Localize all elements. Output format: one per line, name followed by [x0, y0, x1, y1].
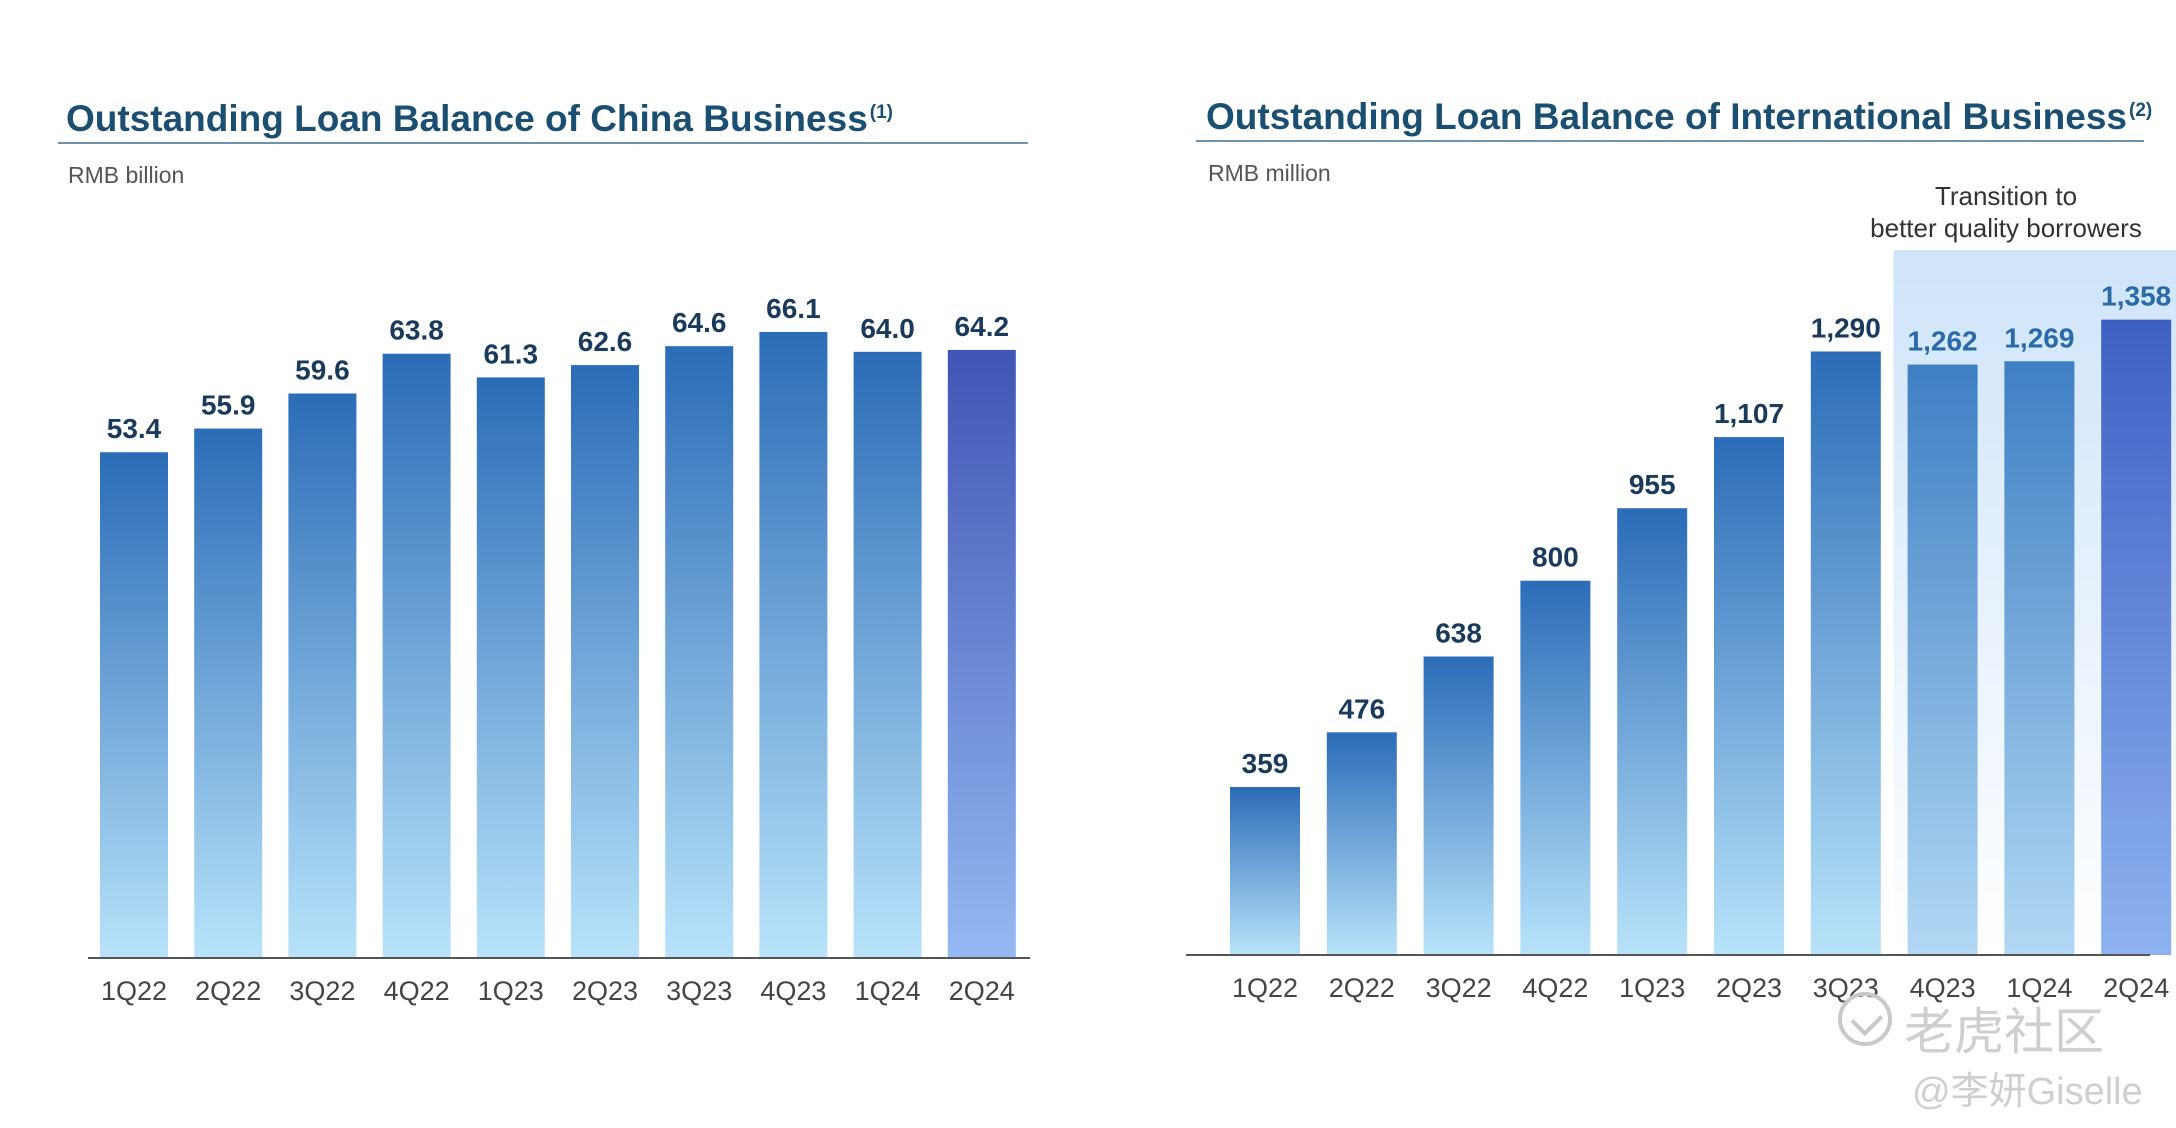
international-bar-chart: 359 1Q22 476 2Q22 638 3Q22 800 4Q22 955 1Q23 1,107…	[1186, 250, 2176, 1003]
transition-annotation: Transition to better quality borrowers	[1846, 180, 2166, 244]
china-bar-2Q23	[571, 365, 639, 958]
international-title-footnote: (2)	[2129, 99, 2153, 121]
international-title-text: Outstanding Loan Balance of Internationa…	[1206, 96, 2128, 137]
china-value-label-4Q22: 63.8	[389, 315, 444, 346]
china-bar-4Q23	[759, 331, 828, 958]
international-tick-label-2Q22: 2Q22	[1329, 973, 1395, 1003]
china-bar-2Q24	[947, 349, 1016, 958]
international-bar-2Q22	[1326, 732, 1397, 955]
china-bar-1Q23	[476, 377, 545, 958]
international-bar-4Q22	[1520, 580, 1591, 955]
international-title-rule	[1196, 140, 2144, 142]
international-value-label-1Q22: 359	[1242, 748, 1289, 779]
watermark-author: @李妍Giselle	[1912, 1071, 2143, 1113]
international-value-label-1Q23: 955	[1629, 469, 1676, 500]
china-value-label-2Q24: 64.2	[955, 311, 1010, 342]
international-tick-label-4Q23: 4Q23	[1910, 973, 1976, 1003]
china-chart-title: Outstanding Loan Balance of China Busine…	[66, 98, 893, 140]
international-unit-label: RMB million	[1208, 160, 1331, 186]
china-tick-label-2Q22: 2Q22	[195, 976, 261, 1006]
china-value-label-3Q23: 64.6	[672, 307, 727, 338]
china-bar-3Q23	[665, 346, 734, 958]
china-bar-3Q22	[288, 393, 357, 958]
transition-annotation-line-1: Transition to	[1934, 181, 2078, 211]
china-value-label-3Q22: 59.6	[295, 355, 350, 386]
china-bar-4Q22	[382, 353, 451, 958]
china-value-label-1Q24: 64.0	[860, 313, 915, 344]
china-tick-label-3Q23: 3Q23	[666, 976, 732, 1006]
international-bar-2Q23	[1714, 437, 1784, 955]
china-tick-label-4Q22: 4Q22	[384, 976, 450, 1006]
transition-annotation-line-2: better quality borrowers	[1870, 213, 2142, 243]
watermark-brand: 老虎社区	[1904, 1004, 2104, 1060]
tiger-logo-icon	[1838, 992, 1892, 1046]
international-bar-4Q23	[1907, 364, 1978, 955]
international-tick-label-1Q24: 1Q24	[2006, 973, 2072, 1003]
international-value-label-2Q22: 476	[1338, 693, 1385, 724]
china-tick-label-3Q22: 3Q22	[289, 976, 355, 1006]
china-tick-label-1Q23: 1Q23	[478, 976, 544, 1006]
international-value-label-2Q23: 1,107	[1714, 398, 1784, 429]
international-tick-label-3Q22: 3Q22	[1426, 973, 1492, 1003]
china-tick-label-1Q24: 1Q24	[855, 976, 921, 1006]
china-bar-chart: 53.4 1Q22 55.9 2Q22 59.6 3Q22 63.8 4Q22 61.3 1Q23…	[88, 293, 1030, 1006]
china-business-panel: Outstanding Loan Balance of China Busine…	[0, 0, 1060, 1128]
international-value-label-4Q22: 800	[1532, 542, 1579, 573]
china-title-footnote: (1)	[869, 101, 894, 123]
international-bar-1Q23	[1617, 508, 1688, 955]
international-business-panel: Outstanding Loan Balance of Internationa…	[1100, 0, 2176, 1128]
china-value-label-2Q22: 55.9	[201, 390, 256, 421]
china-tick-label-4Q23: 4Q23	[760, 976, 826, 1006]
china-bar-2Q22	[194, 428, 263, 959]
china-value-label-1Q22: 53.4	[107, 413, 162, 444]
international-tick-label-2Q23: 2Q23	[1716, 973, 1782, 1003]
international-bar-1Q22	[1230, 787, 1300, 955]
international-bar-1Q24	[2004, 361, 2075, 955]
china-bar-1Q22	[100, 452, 168, 958]
international-tick-label-4Q22: 4Q22	[1522, 973, 1588, 1003]
china-value-label-4Q23: 66.1	[766, 293, 821, 324]
china-value-label-2Q23: 62.6	[578, 326, 633, 357]
international-value-label-1Q24: 1,269	[2004, 322, 2074, 353]
china-title-rule	[58, 142, 1028, 144]
international-value-label-2Q24: 1,358	[2101, 281, 2171, 312]
international-tick-label-1Q23: 1Q23	[1619, 973, 1685, 1003]
china-tick-label-2Q24: 2Q24	[949, 976, 1015, 1006]
china-title-text: Outstanding Loan Balance of China Busine…	[66, 98, 868, 139]
international-value-label-3Q22: 638	[1435, 618, 1482, 649]
international-tick-label-1Q22: 1Q22	[1232, 973, 1298, 1003]
international-bar-3Q22	[1423, 656, 1494, 955]
china-value-label-1Q23: 61.3	[484, 338, 539, 369]
international-tick-label-2Q24: 2Q24	[2103, 973, 2169, 1003]
china-unit-label: RMB billion	[68, 162, 185, 188]
international-value-label-4Q23: 1,262	[1908, 326, 1978, 357]
international-bar-3Q23	[1810, 351, 1881, 955]
international-chart-title: Outstanding Loan Balance of Internationa…	[1206, 96, 2152, 138]
china-bar-1Q24	[853, 351, 922, 958]
international-value-label-3Q23: 1,290	[1811, 312, 1881, 343]
china-tick-label-2Q23: 2Q23	[572, 976, 638, 1006]
china-tick-label-1Q22: 1Q22	[101, 976, 167, 1006]
international-bar-2Q24	[2101, 319, 2172, 955]
